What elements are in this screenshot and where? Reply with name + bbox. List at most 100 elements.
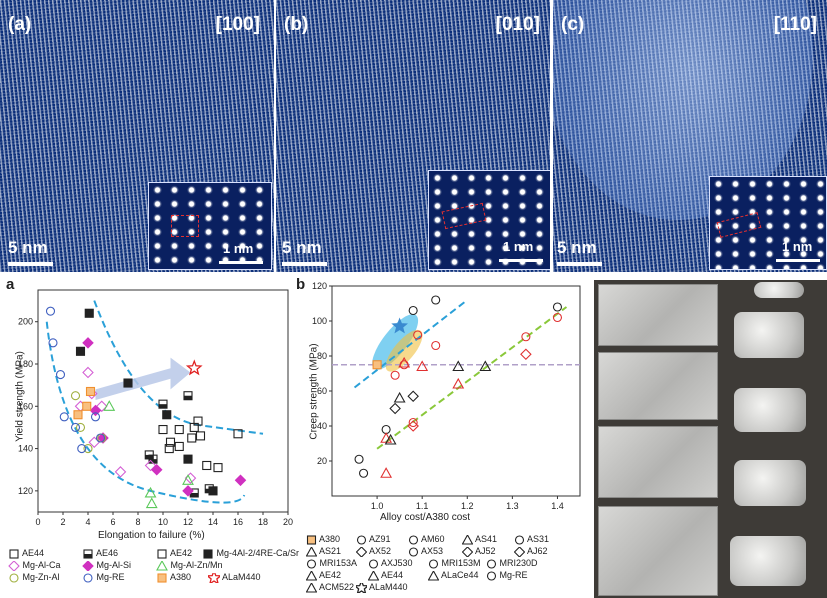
chart-b-legend-item: AZ91 (356, 534, 391, 545)
chart-b-legend-text: AZ91 (367, 534, 391, 544)
chart-b-ytick-label: 60 (317, 386, 327, 396)
chart-a-legend-text: AE42 (168, 548, 193, 558)
chart-a-point-mg-4al-2-4re-ca-sr (123, 378, 133, 388)
chart-a-point-mg-re (48, 338, 58, 348)
chart-a-xtick-label: 6 (110, 517, 115, 527)
chart-a-legend-marker-shape (8, 559, 20, 572)
chart-a-point-mg-al-ca (144, 459, 157, 472)
chart-a-point-mg-al-si (89, 404, 102, 417)
chart-a-legend-marker (83, 549, 93, 559)
chart-b-legend-marker-shape (513, 545, 526, 558)
chart-b-legend-marker-shape (428, 559, 439, 569)
chart-a-point-mg-al-zn-mn (103, 400, 116, 411)
chart-a-legend-text: Mg-Al-Ca (20, 560, 61, 570)
chart-b-highlight-yellow (385, 329, 423, 372)
chart-a-ytick-label: 200 (18, 317, 33, 327)
chart-b-legend-marker-shape (355, 545, 368, 558)
plate-1 (598, 284, 718, 346)
chart-a-xtick-label: 20 (283, 517, 293, 527)
chart-b-legend-marker-shape (408, 535, 419, 545)
chart-b-point-mri230d (431, 295, 441, 305)
chart-b-legend-marker (427, 569, 440, 581)
chart-a-legend-marker-shape-fill (84, 553, 92, 558)
chart-a-arrow (95, 357, 191, 400)
chart-b-blue-trend (353, 299, 468, 389)
chart-b-legend-item: AE44 (367, 569, 404, 581)
inset-scale-text-b: 1 nm (503, 239, 534, 254)
chart-b-legend-text: AE44 (379, 570, 404, 580)
chart-b-ytick-label: 80 (317, 351, 327, 361)
chart-b-point-aj62 (407, 420, 419, 432)
chart-b-legend-marker-shape (305, 545, 318, 557)
chart-b-point-a380 (372, 360, 382, 370)
chart-a-point-ae46-fill (190, 492, 199, 497)
chart-b-legend-text: AX53 (419, 546, 444, 556)
chart-a-point-mg-al-si (234, 474, 247, 487)
chart-a-legend-text: Mg-RE (94, 572, 125, 582)
scale-text-b: 5 nm (282, 238, 322, 257)
chart-b-point-ae44 (416, 360, 429, 372)
casting-2 (734, 388, 806, 432)
chart-a-point-mg-al-ca (82, 366, 94, 379)
panel-label-a: (a) (8, 14, 32, 35)
chart-a-legend-text: A380 (168, 572, 192, 582)
chart-a-legend-marker-shape (156, 559, 168, 571)
chart-a-legend-item: Mg-RE (82, 572, 125, 583)
chart-b-legend-marker (306, 559, 317, 569)
chart-b-legend-item: Mg-RE (486, 570, 528, 581)
chart-b-legend-marker (461, 545, 474, 558)
chart-a-legend-item: Mg-Al-Ca (8, 559, 61, 572)
chart-a-point-mg-al-ca (95, 400, 108, 413)
inset-c: 1 nm (709, 176, 827, 270)
scale-bar-c (557, 262, 602, 266)
chart-b-xlabel: Alloy cost/A380 cost (380, 512, 471, 523)
chart-a-legend-marker (157, 573, 167, 583)
chart-a-point-mg-re (70, 422, 81, 432)
chart-b-point-az91 (359, 468, 369, 478)
plate-2 (598, 352, 718, 420)
chart-a: 0 2 4 6 8 10 12 14 16 18 20 120 140 160 180 200 a Elong… (0, 276, 300, 598)
chart-b-xtick-label: 1.1 (416, 501, 429, 511)
chart-b-legend-marker (355, 545, 368, 558)
chart-a-xtick-label: 2 (60, 517, 65, 527)
chart-a-legend-marker (205, 568, 223, 585)
chart-b-legend-marker (486, 571, 497, 581)
chart-a-legend-marker (82, 559, 94, 572)
scale-bar-a (8, 262, 53, 266)
chart-a-point-ae44 (174, 441, 184, 452)
panel-label-c: (c) (561, 14, 585, 35)
chart-b-legend-marker-shape (356, 535, 367, 545)
chart-b-legend-item: AS41 (461, 533, 497, 545)
chart-b-point-ax53 (521, 332, 531, 342)
chart-b-legend-text: MRI230D (497, 558, 538, 568)
chart-a-legend-item: Mg-4Al-2/4RE-Ca/Sr (202, 548, 299, 559)
chart-b-point-mg-re (552, 312, 563, 323)
chart-b-legend-marker-shape (461, 545, 474, 558)
plate-4 (598, 506, 718, 596)
chart-a-point-mg-re (55, 370, 66, 380)
chart-a-point-ae46-fill (149, 459, 157, 464)
chart-a-xtick-label: 0 (35, 517, 40, 527)
chart-b-highlight-blue (372, 314, 419, 370)
chart-b-ytick-label: 20 (317, 456, 327, 466)
direction-label-b: [010] (495, 14, 540, 35)
chart-a-point-ae44 (213, 463, 223, 473)
chart-b-ytick-label: 40 (317, 421, 327, 431)
chart-b-legend-marker (408, 535, 419, 545)
chart-b-point-acm522 (384, 433, 397, 445)
chart-b: 1.0 1.1 1.2 1.3 1.4 20 40 60 80 100 120 b Alloy co… (292, 276, 592, 598)
inset-scale-text-a: 1 nm (223, 241, 254, 256)
chart-a-ylabel: Yield strength (MPa) (14, 351, 26, 442)
chart-a-legend-marker-shape (9, 549, 19, 559)
chart-b-legend-text: MRI153A (317, 558, 358, 568)
chart-b-legend-marker-shape (461, 533, 474, 545)
chart-b-legend-text: AJ52 (473, 546, 496, 556)
chart-a-point-ae44 (233, 429, 243, 439)
plate-3 (598, 426, 718, 498)
chart-a-ytick-label: 180 (18, 359, 33, 369)
chart-b-point-ae42 (452, 377, 465, 389)
chart-b-legend-text: ACM522 (317, 582, 355, 592)
chart-b-legend-marker (305, 569, 318, 581)
chart-a-point-mg-4al-2-4re-ca-sr (208, 486, 218, 496)
chart-a-legend-marker (83, 573, 93, 583)
